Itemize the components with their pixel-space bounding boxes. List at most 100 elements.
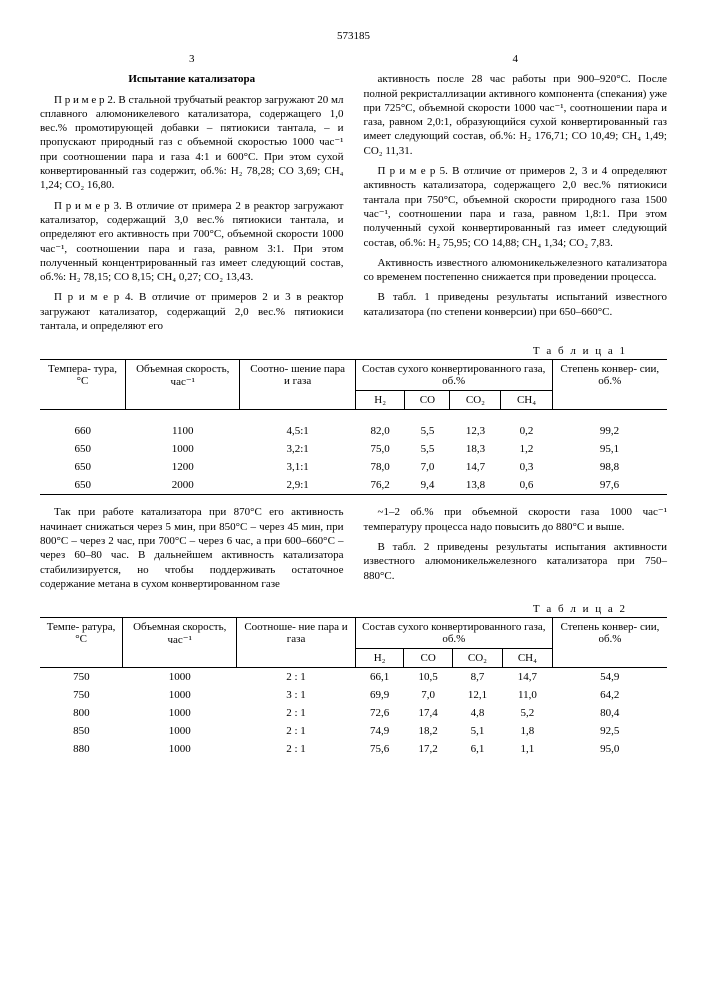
t1-cell: 1000 bbox=[126, 440, 240, 458]
t1-cell: 0,6 bbox=[501, 476, 552, 495]
right-para-3: В табл. 1 приведены результаты испытаний… bbox=[364, 290, 668, 319]
table2-label: Т а б л и ц а 2 bbox=[40, 603, 627, 615]
t1-cell: 2000 bbox=[126, 476, 240, 495]
t2-cell: 72,6 bbox=[355, 704, 404, 722]
t1-cell: 2,9:1 bbox=[240, 476, 355, 495]
t2-cell: 1,8 bbox=[502, 722, 552, 740]
t2-h-temp: Темпе- ратура, °С bbox=[40, 618, 123, 668]
t2-h-vol: Объемная скорость, час⁻¹ bbox=[123, 618, 237, 668]
t2-h-h2: H₂ bbox=[355, 649, 404, 668]
mid-left-para-0: Так при работе катализатора при 870°С ег… bbox=[40, 505, 344, 591]
t1-cell: 1,2 bbox=[501, 440, 552, 458]
t1-cell: 78,0 bbox=[355, 458, 405, 476]
left-para-0: П р и м е р 2. В стальной трубчатый реак… bbox=[40, 93, 344, 193]
t2-cell: 5,2 bbox=[502, 704, 552, 722]
t2-cell: 800 bbox=[40, 704, 123, 722]
table1-label: Т а б л и ц а 1 bbox=[40, 345, 627, 357]
t2-cell: 54,9 bbox=[552, 668, 667, 687]
upper-columns: 3 Испытание катализатора П р и м е р 2. … bbox=[40, 52, 667, 339]
t2-cell: 2 : 1 bbox=[237, 704, 356, 722]
t1-cell: 650 bbox=[40, 440, 126, 458]
t2-cell: 6,1 bbox=[452, 740, 502, 758]
t1-cell: 3,1:1 bbox=[240, 458, 355, 476]
t2-cell: 17,2 bbox=[404, 740, 453, 758]
mid-right-para-0: ~1–2 об.% при объемной скорости газа 100… bbox=[364, 505, 668, 534]
t2-cell: 75,6 bbox=[355, 740, 404, 758]
t1-h-comp: Состав сухого конвертированного газа, об… bbox=[355, 360, 552, 391]
t2-cell: 95,0 bbox=[552, 740, 667, 758]
t2-cell: 2 : 1 bbox=[237, 668, 356, 687]
table-2: Темпе- ратура, °С Объемная скорость, час… bbox=[40, 617, 667, 758]
right-para-1: П р и м е р 5. В отличие от примеров 2, … bbox=[364, 164, 668, 250]
t2-cell: 14,7 bbox=[502, 668, 552, 687]
t2-cell: 7,0 bbox=[404, 686, 453, 704]
t1-cell: 13,8 bbox=[450, 476, 501, 495]
t1-row-0: 660 1100 4,5:1 82,0 5,5 12,3 0,2 99,2 bbox=[40, 422, 667, 440]
t1-cell: 0,2 bbox=[501, 422, 552, 440]
t2-cell: 1000 bbox=[123, 704, 237, 722]
t2-cell: 17,4 bbox=[404, 704, 453, 722]
t2-row-1: 750 1000 3 : 1 69,9 7,0 12,1 11,0 64,2 bbox=[40, 686, 667, 704]
t1-cell: 95,1 bbox=[552, 440, 667, 458]
mid-right-column: ~1–2 об.% при объемной скорости газа 100… bbox=[364, 505, 668, 597]
t2-row-4: 880 1000 2 : 1 75,6 17,2 6,1 1,1 95,0 bbox=[40, 740, 667, 758]
t2-cell: 2 : 1 bbox=[237, 722, 356, 740]
t1-h-conv: Степень конвер- сии, об.% bbox=[552, 360, 667, 410]
t1-h-vol: Объемная скорость, час⁻¹ bbox=[126, 360, 240, 410]
t1-cell: 1200 bbox=[126, 458, 240, 476]
t2-h-comp: Состав сухого конвертированного газа, об… bbox=[355, 618, 552, 649]
t1-cell: 3,2:1 bbox=[240, 440, 355, 458]
t1-cell: 99,2 bbox=[552, 422, 667, 440]
right-column: 4 активность после 28 час работы при 900… bbox=[364, 52, 668, 339]
t1-row-2: 650 1200 3,1:1 78,0 7,0 14,7 0,3 98,8 bbox=[40, 458, 667, 476]
left-column: 3 Испытание катализатора П р и м е р 2. … bbox=[40, 52, 344, 339]
t1-cell: 5,5 bbox=[405, 422, 450, 440]
t1-cell: 97,6 bbox=[552, 476, 667, 495]
t1-cell: 1100 bbox=[126, 422, 240, 440]
t2-h-co2: CO₂ bbox=[452, 649, 502, 668]
t2-cell: 880 bbox=[40, 740, 123, 758]
t2-cell: 12,1 bbox=[452, 686, 502, 704]
t2-cell: 1,1 bbox=[502, 740, 552, 758]
t1-cell: 12,3 bbox=[450, 422, 501, 440]
t2-cell: 18,2 bbox=[404, 722, 453, 740]
t2-cell: 11,0 bbox=[502, 686, 552, 704]
t2-cell: 750 bbox=[40, 668, 123, 687]
table-1: Темпера- тура, °С Объемная скорость, час… bbox=[40, 359, 667, 495]
t2-cell: 4,8 bbox=[452, 704, 502, 722]
t1-cell: 18,3 bbox=[450, 440, 501, 458]
t1-cell: 7,0 bbox=[405, 458, 450, 476]
t2-cell: 1000 bbox=[123, 668, 237, 687]
t1-cell: 98,8 bbox=[552, 458, 667, 476]
left-para-2: П р и м е р 4. В отличие от примеров 2 и… bbox=[40, 290, 344, 333]
t2-cell: 92,5 bbox=[552, 722, 667, 740]
right-para-0: активность после 28 час работы при 900–9… bbox=[364, 72, 668, 158]
t1-cell: 9,4 bbox=[405, 476, 450, 495]
t2-cell: 2 : 1 bbox=[237, 740, 356, 758]
t1-cell: 650 bbox=[40, 476, 126, 495]
t2-cell: 69,9 bbox=[355, 686, 404, 704]
right-col-number: 4 bbox=[364, 52, 668, 66]
t2-h-ratio: Соотноше- ние пара и газа bbox=[237, 618, 356, 668]
t2-cell: 80,4 bbox=[552, 704, 667, 722]
t1-h-ch4: CH₄ bbox=[501, 391, 552, 410]
t2-cell: 66,1 bbox=[355, 668, 404, 687]
t1-cell: 76,2 bbox=[355, 476, 405, 495]
t2-row-0: 750 1000 2 : 1 66,1 10,5 8,7 14,7 54,9 bbox=[40, 668, 667, 687]
t1-cell: 660 bbox=[40, 422, 126, 440]
t2-cell: 3 : 1 bbox=[237, 686, 356, 704]
t1-h-temp: Темпера- тура, °С bbox=[40, 360, 126, 410]
t2-h-ch4: CH₄ bbox=[502, 649, 552, 668]
t2-cell: 5,1 bbox=[452, 722, 502, 740]
t1-cell: 75,0 bbox=[355, 440, 405, 458]
t2-cell: 1000 bbox=[123, 686, 237, 704]
doc-number: 573185 bbox=[40, 30, 667, 42]
t2-row-2: 800 1000 2 : 1 72,6 17,4 4,8 5,2 80,4 bbox=[40, 704, 667, 722]
t1-cell: 650 bbox=[40, 458, 126, 476]
t2-h-co: CO bbox=[404, 649, 453, 668]
t2-cell: 750 bbox=[40, 686, 123, 704]
t1-h-ratio: Соотно- шение пара и газа bbox=[240, 360, 355, 410]
t1-cell: 5,5 bbox=[405, 440, 450, 458]
t2-cell: 10,5 bbox=[404, 668, 453, 687]
t1-h-h2: H₂ bbox=[355, 391, 405, 410]
